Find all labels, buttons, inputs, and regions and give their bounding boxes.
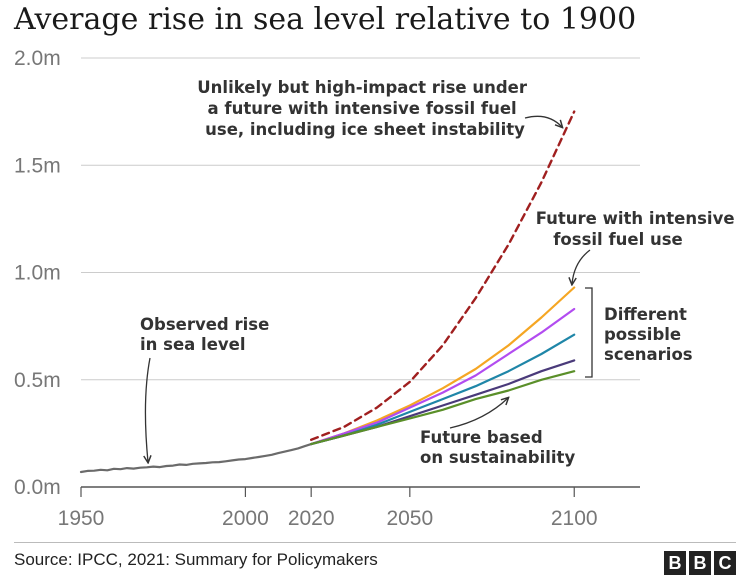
scenario-series-line <box>310 286 576 446</box>
x-tick-label: 2100 <box>551 507 598 530</box>
y-tick-label: 1.0m <box>14 262 61 285</box>
x-axis-ticks: 1950 2000 2020 2050 2100 <box>58 487 598 530</box>
x-tick-label: 2020 <box>288 507 335 530</box>
bbc-logo: B B C <box>664 551 736 575</box>
scenario-series-line <box>310 370 576 446</box>
x-tick-label: 1950 <box>58 507 105 530</box>
observed-series-line <box>79 443 313 474</box>
annotation-scenarios: Different possible scenarios <box>604 305 693 364</box>
annotation-arrow-high-impact <box>524 115 562 127</box>
x-tick-label: 2000 <box>222 507 269 530</box>
annotation-arrow-sustainability <box>449 398 508 429</box>
annotation-sustainability: Future based on sustainability <box>420 428 575 467</box>
annotation-observed: Observed rise in sea level <box>140 315 275 354</box>
annotation-intensive: Future with intensive fossil fuel use <box>536 209 741 249</box>
y-tick-label: 2.0m <box>14 47 61 70</box>
scenarios-bracket <box>585 287 593 378</box>
grid-lines <box>81 57 640 488</box>
scenario-series-line <box>310 307 576 446</box>
series-lines <box>79 110 576 474</box>
chart-title: Average rise in sea level relative to 19… <box>14 2 637 37</box>
bbc-logo-letter: B <box>664 551 686 575</box>
y-tick-label: 1.5m <box>14 154 61 177</box>
y-axis-ticks: 0.0m 0.5m 1.0m 1.5m 2.0m <box>14 47 61 499</box>
annotation-high-impact: Unlikely but high-impact rise under a fu… <box>197 78 532 139</box>
source-text: Source: IPCC, 2021: Summary for Policyma… <box>14 550 378 569</box>
y-tick-label: 0.5m <box>14 369 61 392</box>
footer-divider <box>14 542 736 543</box>
bbc-logo-letter: B <box>689 551 711 575</box>
annotation-arrow-intensive <box>572 249 591 284</box>
y-tick-label: 0.0m <box>14 476 61 499</box>
high-impact-series-line <box>310 110 576 441</box>
annotation-arrow-observed <box>145 357 150 462</box>
bbc-logo-letter: C <box>714 551 736 575</box>
x-tick-label: 2050 <box>386 507 433 530</box>
